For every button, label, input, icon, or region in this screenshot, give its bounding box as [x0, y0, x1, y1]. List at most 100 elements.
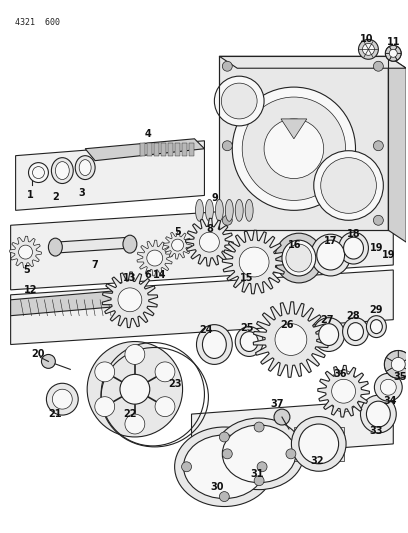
Circle shape	[155, 397, 175, 417]
Ellipse shape	[339, 232, 368, 264]
Polygon shape	[140, 143, 145, 156]
Circle shape	[391, 358, 405, 372]
Ellipse shape	[51, 158, 73, 183]
Text: 9: 9	[212, 193, 219, 204]
Polygon shape	[294, 427, 344, 461]
Ellipse shape	[370, 320, 382, 334]
Ellipse shape	[366, 401, 390, 427]
Polygon shape	[137, 240, 173, 276]
Polygon shape	[222, 230, 286, 294]
Text: 19: 19	[381, 250, 395, 260]
Circle shape	[257, 462, 267, 472]
Circle shape	[389, 50, 397, 57]
Text: 16: 16	[288, 240, 302, 250]
Circle shape	[182, 462, 191, 472]
Circle shape	[239, 247, 269, 277]
Ellipse shape	[197, 325, 232, 365]
Polygon shape	[220, 56, 406, 68]
Ellipse shape	[235, 199, 243, 221]
Circle shape	[220, 432, 229, 442]
Polygon shape	[85, 139, 204, 160]
Text: 10: 10	[360, 35, 373, 44]
Text: 21: 21	[49, 409, 62, 419]
Circle shape	[222, 215, 232, 225]
Circle shape	[385, 45, 401, 61]
Text: 17: 17	[324, 236, 337, 246]
Circle shape	[373, 61, 384, 71]
Text: 8: 8	[206, 224, 213, 234]
Ellipse shape	[235, 327, 263, 357]
Circle shape	[19, 245, 33, 259]
Ellipse shape	[195, 199, 204, 221]
Polygon shape	[318, 366, 369, 417]
Circle shape	[222, 61, 232, 71]
Ellipse shape	[348, 322, 364, 341]
Text: 13: 13	[123, 273, 137, 283]
Polygon shape	[154, 143, 159, 156]
Text: 14: 14	[153, 270, 166, 280]
Circle shape	[321, 158, 376, 213]
Circle shape	[384, 351, 408, 378]
Ellipse shape	[225, 199, 233, 221]
Ellipse shape	[123, 235, 137, 253]
Circle shape	[125, 414, 145, 434]
Text: 23: 23	[168, 379, 182, 389]
Polygon shape	[168, 143, 173, 156]
Ellipse shape	[366, 316, 386, 337]
Polygon shape	[220, 56, 388, 230]
Polygon shape	[10, 236, 42, 268]
Ellipse shape	[214, 418, 304, 490]
Polygon shape	[182, 143, 186, 156]
Text: 29: 29	[370, 305, 383, 314]
Circle shape	[222, 449, 232, 459]
Circle shape	[147, 250, 163, 266]
Circle shape	[155, 362, 175, 382]
Polygon shape	[186, 219, 233, 266]
Text: 18: 18	[347, 229, 360, 239]
Text: 22: 22	[123, 409, 137, 419]
Circle shape	[95, 362, 115, 382]
Circle shape	[214, 76, 264, 126]
Ellipse shape	[79, 160, 91, 175]
Ellipse shape	[49, 238, 62, 256]
Ellipse shape	[55, 161, 69, 180]
Text: 37: 37	[270, 399, 284, 409]
Circle shape	[118, 288, 142, 312]
Text: 1: 1	[27, 190, 34, 200]
Polygon shape	[16, 141, 204, 211]
Text: 28: 28	[347, 311, 360, 321]
Circle shape	[373, 215, 384, 225]
Circle shape	[29, 163, 49, 182]
Ellipse shape	[317, 240, 345, 270]
Text: 25: 25	[240, 322, 254, 333]
Ellipse shape	[184, 435, 265, 498]
Ellipse shape	[206, 199, 213, 221]
Circle shape	[332, 379, 355, 403]
Polygon shape	[11, 270, 393, 344]
Circle shape	[254, 476, 264, 486]
Polygon shape	[281, 119, 307, 139]
Ellipse shape	[175, 427, 274, 506]
Text: 24: 24	[200, 325, 213, 335]
Circle shape	[254, 422, 264, 432]
Ellipse shape	[344, 237, 364, 259]
Polygon shape	[164, 231, 191, 259]
Text: 5: 5	[23, 265, 30, 275]
Text: 6: 6	[144, 270, 151, 280]
Circle shape	[87, 342, 182, 437]
Ellipse shape	[313, 318, 345, 351]
Text: 33: 33	[370, 426, 383, 436]
Text: 7: 7	[92, 260, 98, 270]
Circle shape	[274, 409, 290, 425]
Ellipse shape	[291, 417, 346, 471]
Circle shape	[380, 379, 396, 395]
Polygon shape	[188, 143, 193, 156]
Text: 4: 4	[144, 129, 151, 139]
Text: 19: 19	[370, 243, 383, 253]
Ellipse shape	[75, 156, 95, 180]
Text: 26: 26	[280, 320, 294, 329]
Text: 4321  600: 4321 600	[15, 18, 60, 27]
Text: 36: 36	[334, 369, 347, 379]
Text: 12: 12	[24, 285, 37, 295]
Ellipse shape	[282, 240, 316, 276]
